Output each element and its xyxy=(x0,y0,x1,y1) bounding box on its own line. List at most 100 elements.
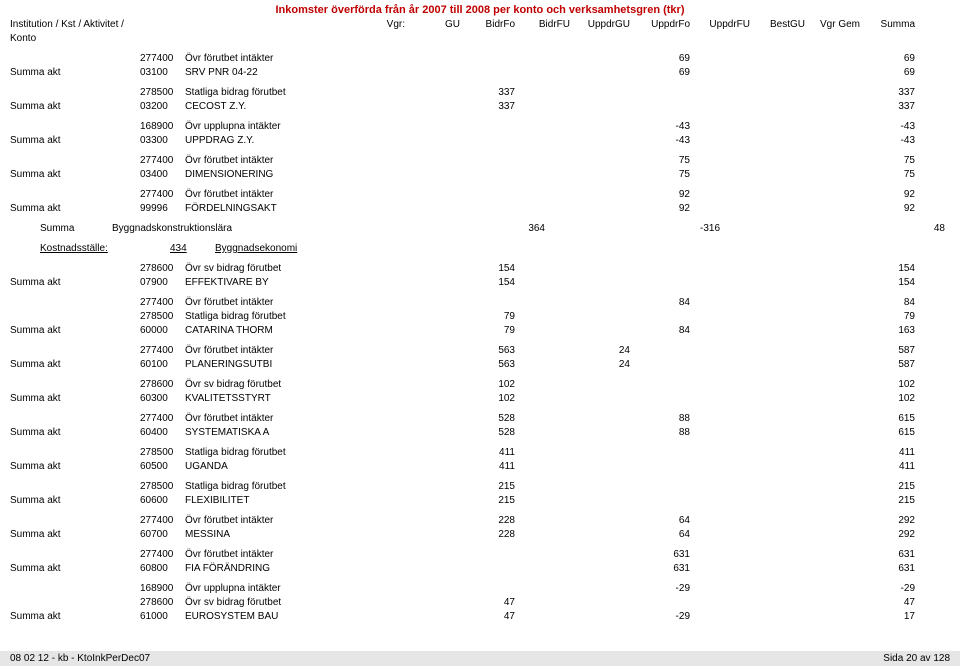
cell: 215 xyxy=(460,480,515,494)
cell: 84 xyxy=(630,324,690,338)
row-desc: Övr förutbet intäkter xyxy=(185,188,375,202)
row-desc: SRV PNR 04-22 xyxy=(185,66,375,80)
kst-name: Byggnadsekonomi xyxy=(215,242,405,256)
row-code: 03400 xyxy=(140,168,185,182)
table-row: Summa akt60600FLEXIBILITET215215 xyxy=(10,494,950,508)
row-label: Summa akt xyxy=(10,426,140,440)
row-code: 60800 xyxy=(140,562,185,576)
table-row: 278600Övr sv bidrag förutbet154154 xyxy=(10,262,950,276)
cell: 587 xyxy=(860,358,919,372)
row-group: 277400Övr förutbet intäkter56324587Summa… xyxy=(10,344,950,372)
cell: 92 xyxy=(860,188,919,202)
cell: 411 xyxy=(460,460,515,474)
table-row: 277400Övr förutbet intäkter52888615 xyxy=(10,412,950,426)
row-desc: EUROSYSTEM BAU xyxy=(185,610,375,624)
header-bidrfu: BidrFU xyxy=(515,18,570,32)
header-summa: Summa xyxy=(860,18,919,32)
table-row: Summa akt60800FIA FÖRÄNDRING631631 xyxy=(10,562,950,576)
table-row: Summa akt03200CECOST Z.Y.337337 xyxy=(10,100,950,114)
row-group: 278500Statliga bidrag förutbet337337Summ… xyxy=(10,86,950,114)
row-label: Summa akt xyxy=(10,562,140,576)
table-row: 277400Övr förutbet intäkter 92 92 xyxy=(10,188,950,202)
row-desc: Övr förutbet intäkter xyxy=(185,412,375,426)
row-group: 168900Övr upplupna intäkter-29-29278600Ö… xyxy=(10,582,950,624)
row-label: Summa akt xyxy=(10,100,140,114)
cell: 154 xyxy=(460,262,515,276)
row-desc: Övr förutbet intäkter xyxy=(185,344,375,358)
table-row: Summa akt60300KVALITETSSTYRT102102 xyxy=(10,392,950,406)
row-code: 277400 xyxy=(140,514,185,528)
row-label: Summa akt xyxy=(10,66,140,80)
row-desc: EFFEKTIVARE BY xyxy=(185,276,375,290)
kostnadsstalle-row: Kostnadsställe: 434 Byggnadsekonomi xyxy=(10,242,950,256)
row-desc: Övr förutbet intäkter xyxy=(185,296,375,310)
cell: 47 xyxy=(860,596,919,610)
cell: 337 xyxy=(460,86,515,100)
cell: 24 xyxy=(570,344,630,358)
cell: 47 xyxy=(460,596,515,610)
table-row: 278500Statliga bidrag förutbet337337 xyxy=(10,86,950,100)
row-code: 278500 xyxy=(140,86,185,100)
cell: 411 xyxy=(460,446,515,460)
cell: 215 xyxy=(860,480,919,494)
cell: 528 xyxy=(460,426,515,440)
cell: 631 xyxy=(630,548,690,562)
cell: 17 xyxy=(860,610,919,624)
cell: 411 xyxy=(860,446,919,460)
row-code: 277400 xyxy=(140,188,185,202)
cell: 69 xyxy=(630,66,690,80)
row-code: 277400 xyxy=(140,296,185,310)
cell: 154 xyxy=(860,262,919,276)
row-code: 60500 xyxy=(140,460,185,474)
cell: 215 xyxy=(460,494,515,508)
kst-code: 434 xyxy=(170,242,215,256)
cell: 337 xyxy=(860,100,919,114)
table-row: Summa akt60100PLANERINGSUTBI56324587 xyxy=(10,358,950,372)
cell: 615 xyxy=(860,412,919,426)
cell: 292 xyxy=(860,514,919,528)
cell: 587 xyxy=(860,344,919,358)
cell: -43 xyxy=(630,120,690,134)
report-title: Inkomster överförda från år 2007 till 20… xyxy=(10,4,950,16)
table-row: 277400Övr förutbet intäkter56324587 xyxy=(10,344,950,358)
cell: 615 xyxy=(860,426,919,440)
row-desc: Övr sv bidrag förutbet xyxy=(185,378,375,392)
table-row: 277400Övr förutbet intäkter8484 xyxy=(10,296,950,310)
header-gu: GU xyxy=(405,18,460,32)
cell: 84 xyxy=(860,296,919,310)
cell: 47 xyxy=(460,610,515,624)
row-group: 278500Statliga bidrag förutbet411411Summ… xyxy=(10,446,950,474)
row-desc: Övr förutbet intäkter xyxy=(185,52,375,66)
cell: 631 xyxy=(860,548,919,562)
report-page: Inkomster överförda från år 2007 till 20… xyxy=(0,0,960,670)
row-desc: Övr förutbet intäkter xyxy=(185,548,375,562)
row-code: 277400 xyxy=(140,52,185,66)
row-desc: DIMENSIONERING xyxy=(185,168,375,182)
row-desc: Övr förutbet intäkter xyxy=(185,514,375,528)
row-desc: PLANERINGSUTBI xyxy=(185,358,375,372)
table-row: Summa akt60700MESSINA22864292 xyxy=(10,528,950,542)
row-code: 07900 xyxy=(140,276,185,290)
row-desc: UPPDRAG Z.Y. xyxy=(185,134,375,148)
cell: 631 xyxy=(630,562,690,576)
cell: 69 xyxy=(630,52,690,66)
header-vgrgem: Vgr Gem xyxy=(805,18,860,32)
row-label: Summa akt xyxy=(10,460,140,474)
table-row: Summa akt07900EFFEKTIVARE BY154154 xyxy=(10,276,950,290)
row-code: 03100 xyxy=(140,66,185,80)
row-code: 60100 xyxy=(140,358,185,372)
row-label: Summa akt xyxy=(10,276,140,290)
row-code: 61000 xyxy=(140,610,185,624)
row-code: 277400 xyxy=(140,154,185,168)
cell: 411 xyxy=(860,460,919,474)
header-vgr: Vgr: xyxy=(375,18,405,32)
cell: 102 xyxy=(860,378,919,392)
row-code: 168900 xyxy=(140,582,185,596)
row-code: 99996 xyxy=(140,202,185,216)
cell: -43 xyxy=(630,134,690,148)
table-row: 278600Övr sv bidrag förutbet4747 xyxy=(10,596,950,610)
footer-left: 08 02 12 - kb - KtoInkPerDec07 xyxy=(10,653,150,664)
row-desc: CATARINA THORM xyxy=(185,324,375,338)
cell: 92 xyxy=(630,188,690,202)
cell: 215 xyxy=(860,494,919,508)
